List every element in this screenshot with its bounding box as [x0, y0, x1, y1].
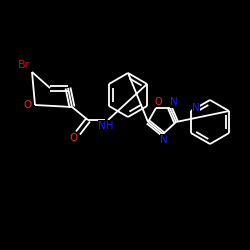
Text: N: N: [192, 103, 200, 113]
Text: N: N: [160, 135, 168, 145]
Text: N: N: [170, 97, 178, 107]
Text: Br: Br: [18, 60, 30, 70]
Text: O: O: [154, 97, 162, 107]
Text: O: O: [69, 133, 77, 143]
Text: O: O: [24, 100, 32, 110]
Text: NH: NH: [98, 121, 114, 131]
